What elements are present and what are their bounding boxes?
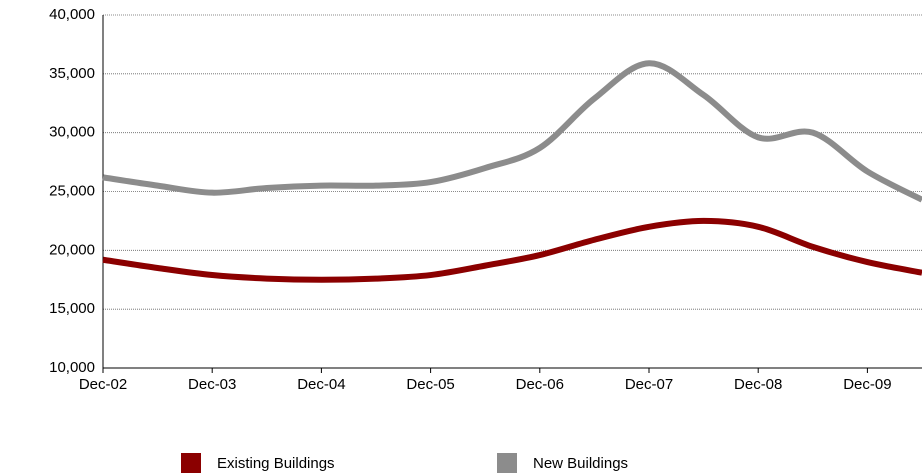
x-tick-label: Dec-09: [843, 376, 891, 393]
legend-label: Existing Buildings: [217, 455, 335, 472]
x-tick-label: Dec-05: [406, 376, 454, 393]
x-tick-label: Dec-04: [297, 376, 345, 393]
y-tick-label: 40,000: [49, 6, 95, 23]
legend-swatch: [497, 453, 517, 473]
y-tick-label: 35,000: [49, 65, 95, 82]
x-tick-label: Dec-03: [188, 376, 236, 393]
x-tick-label: Dec-07: [625, 376, 673, 393]
legend-label: New Buildings: [533, 455, 628, 472]
y-tick-label: 15,000: [49, 300, 95, 317]
line-series: [102, 60, 922, 203]
x-tick-label: Dec-02: [79, 376, 127, 393]
x-tick-label: Dec-08: [734, 376, 782, 393]
x-tick-label: Dec-06: [516, 376, 564, 393]
legend-swatch: [181, 453, 201, 473]
y-tick-label: 25,000: [49, 182, 95, 199]
line-series: [102, 217, 922, 283]
y-tick-label: 20,000: [49, 241, 95, 258]
y-tick-label: 10,000: [49, 359, 95, 376]
y-tick-label: 30,000: [49, 124, 95, 141]
